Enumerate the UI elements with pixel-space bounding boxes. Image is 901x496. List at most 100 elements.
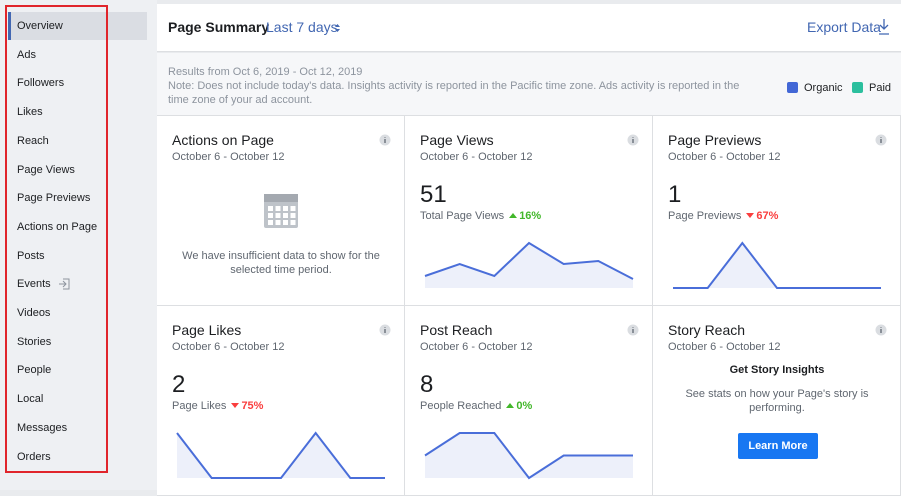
arrow [746, 213, 755, 218]
results-text: Results from Oct 6, 2019 - Oct 12, 2019 [168, 66, 363, 78]
sparkline-area [425, 433, 633, 478]
change-percent: 0% [516, 400, 533, 412]
card-dates: October 6 - October 12 [420, 341, 533, 353]
sidebar-item[interactable]: Stories [17, 335, 52, 348]
promo-heading: Get Story Insights [729, 364, 825, 376]
sidebar-item[interactable]: Page Views [17, 163, 75, 176]
cal-body [264, 194, 298, 228]
change-arrow [509, 213, 518, 218]
sidebar-item[interactable]: Followers [17, 77, 65, 90]
sidebar-item[interactable]: Actions on Page [17, 220, 98, 233]
card-dates: October 6 - October 12 [172, 151, 285, 163]
sidebar-item[interactable]: Likes [17, 106, 43, 119]
metric-label-row: Page Previews 67% [668, 210, 778, 222]
sparkline-area [177, 433, 385, 478]
cal-cell [290, 220, 296, 225]
legend-label: Organic [804, 82, 843, 94]
sidebar-item[interactable]: Ads [17, 48, 36, 61]
insight-card: Page Likes October 6 - October 12 2 Page Li… [157, 306, 405, 496]
change-arrow [746, 213, 755, 218]
card-dates: October 6 - October 12 [172, 341, 285, 353]
change-arrow [506, 403, 515, 408]
sidebar-item[interactable]: Messages [17, 421, 68, 434]
arrow [231, 403, 240, 408]
sort-icon [335, 24, 340, 32]
insight-card: Story Reach October 6 - October 12 Get Sto… [653, 306, 901, 496]
sidebar-item[interactable]: Orders [17, 450, 51, 463]
card-title: Actions on Page [172, 132, 274, 148]
change-percent: 75% [241, 400, 264, 412]
sidebar-item[interactable]: Reach [17, 134, 49, 147]
insight-card: Page Previews October 6 - October 12 1 Page… [653, 116, 901, 306]
metric-label: Total Page Views [420, 210, 505, 222]
card-dates: October 6 - October 12 [668, 341, 781, 353]
cal-cell [268, 213, 273, 218]
metric-label: Page Likes [172, 400, 227, 412]
legend-swatch [787, 82, 798, 93]
sidebar: Overview Ads Followers Likes Reach Page Views… [0, 0, 157, 490]
cal-cell [268, 206, 273, 211]
info-icon [379, 324, 391, 336]
metric-value: 8 [420, 371, 434, 398]
export-link[interactable]: Export Data [807, 19, 881, 35]
metric-value: 1 [668, 181, 682, 208]
change-percent: 16% [519, 210, 542, 222]
card-dates: October 6 - October 12 [420, 151, 533, 163]
info-icon [627, 324, 639, 336]
highlight-box [5, 5, 108, 473]
card-title: Post Reach [420, 322, 493, 338]
sparkline [176, 431, 385, 479]
change-percent: 67% [756, 210, 779, 222]
range-select[interactable]: Last 7 days [266, 19, 338, 35]
header-title: Page Summary [168, 19, 270, 35]
cal-cell [283, 220, 288, 225]
insight-card: Actions on Page October 6 - October 12 We … [157, 116, 405, 306]
sparkline-line [176, 431, 385, 479]
cal-cell [283, 206, 288, 211]
legend-swatch [852, 82, 863, 93]
sparkline [424, 432, 633, 480]
card-dates: October 6 - October 12 [668, 151, 781, 163]
download-icon [879, 19, 889, 35]
card-title: Story Reach [668, 322, 746, 338]
sidebar-item[interactable]: Overview [8, 12, 147, 40]
sidebar-item[interactable]: Posts [17, 249, 45, 262]
metric-label-row: People Reached 0% [420, 400, 532, 412]
card-title: Page Previews [668, 132, 762, 148]
empty-message: We have insufficient data to show for th… [182, 250, 380, 276]
sidebar-item[interactable]: Page Previews [17, 192, 91, 205]
header: Page Summary Last 7 days Export Data [157, 4, 901, 52]
cal-top [264, 194, 298, 202]
sidebar-item[interactable]: Events [8, 270, 147, 298]
change-arrow [231, 403, 240, 408]
sparkline-line [424, 241, 634, 280]
cal-cell [283, 213, 288, 218]
sidebar-item[interactable]: Videos [17, 307, 51, 319]
sparkline-line [673, 241, 881, 289]
info-icon [875, 324, 887, 336]
insight-card: Post Reach October 6 - October 12 8 People … [405, 306, 653, 496]
card-title: Page Views [420, 132, 494, 148]
cal-cell [268, 220, 273, 225]
cal-cell [275, 220, 281, 225]
metric-value: 2 [172, 371, 186, 398]
sparkline-area [673, 243, 881, 288]
metric-label: People Reached [420, 400, 502, 412]
insight-card: Page Views October 6 - October 12 51 Total … [405, 116, 653, 306]
info-icon [379, 134, 391, 146]
learn-more-button[interactable]: Learn More [738, 433, 818, 459]
arrow [509, 213, 518, 218]
sidebar-item[interactable]: Local [17, 393, 44, 406]
cal-cell [290, 213, 296, 218]
arrow [506, 403, 515, 408]
cal-cell [275, 213, 281, 218]
cal-cell [290, 206, 296, 211]
sidebar-item[interactable]: People [17, 364, 52, 377]
metric-label: Page Previews [668, 210, 742, 222]
info-icon [627, 134, 639, 146]
icon-shape [59, 278, 70, 290]
metric-label-row: Total Page Views 16% [420, 210, 541, 222]
sparkline-line [424, 432, 633, 480]
